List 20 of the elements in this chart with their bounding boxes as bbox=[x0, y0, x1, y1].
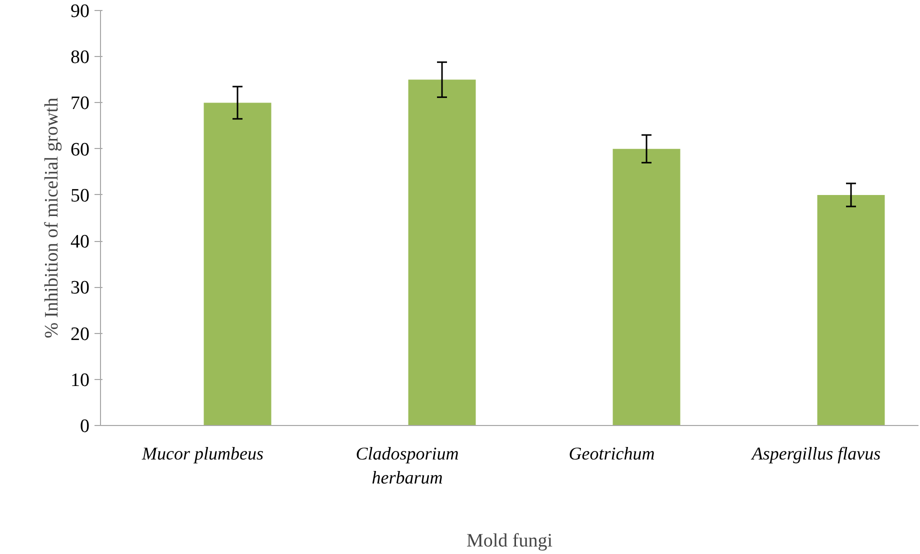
y-tick-label: 80 bbox=[70, 47, 90, 68]
x-tick-label: Mucor plumbeus bbox=[141, 444, 264, 464]
y-tick-label: 30 bbox=[70, 278, 90, 299]
y-tick-label: 70 bbox=[70, 93, 90, 114]
y-axis-title: % Inhibition of micelial growth bbox=[42, 97, 62, 338]
y-tick-label: 60 bbox=[70, 139, 90, 160]
y-tick-label: 10 bbox=[70, 370, 90, 391]
x-tick-label: Cladosporium herbarum bbox=[356, 444, 459, 488]
y-tick-label: 90 bbox=[70, 1, 90, 22]
bar bbox=[204, 102, 272, 426]
y-tick-label: 0 bbox=[80, 416, 90, 437]
x-axis-title: Mold fungi bbox=[466, 530, 553, 552]
bar bbox=[817, 194, 885, 426]
y-tick-label: 20 bbox=[70, 324, 90, 345]
x-tick-label: Aspergillus flavus bbox=[750, 444, 881, 464]
x-tick-label: Geotrichum bbox=[568, 444, 655, 464]
y-tick-label: 40 bbox=[70, 232, 90, 253]
bar bbox=[408, 80, 476, 426]
y-tick-label: 50 bbox=[70, 185, 90, 206]
bar bbox=[612, 148, 680, 426]
